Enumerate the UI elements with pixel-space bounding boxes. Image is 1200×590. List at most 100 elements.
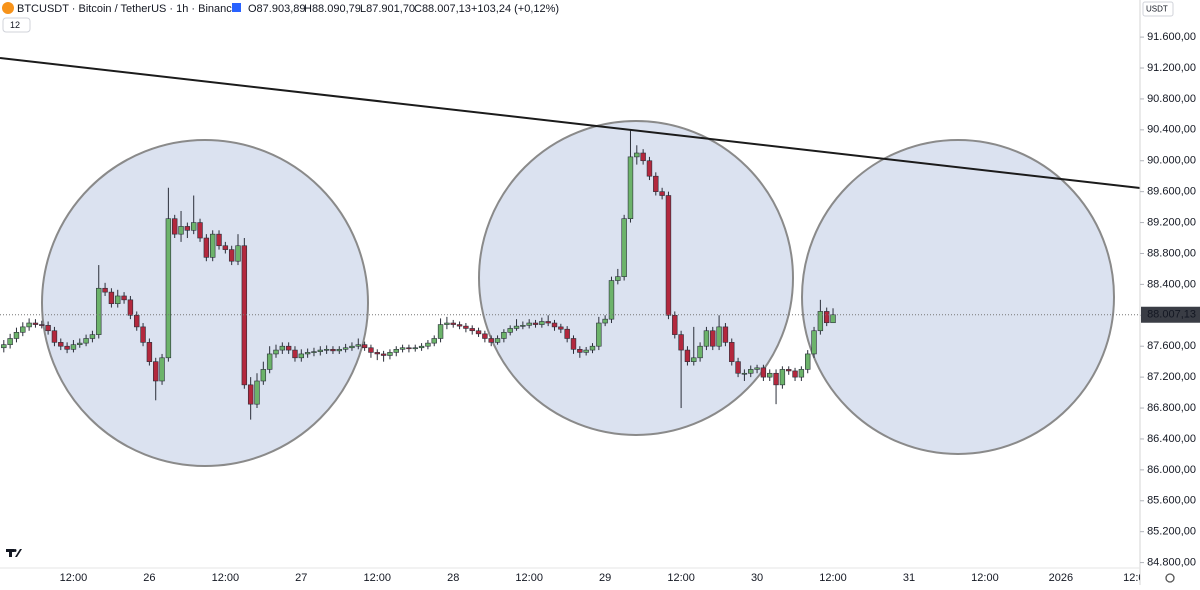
candle-body <box>444 322 450 325</box>
indicator-badge[interactable] <box>2 17 31 33</box>
candle-body <box>463 325 469 329</box>
candle-body <box>191 222 197 231</box>
x-tick-label: 12:00 <box>667 572 695 584</box>
candle-body <box>501 331 507 339</box>
settings-icon[interactable] <box>1165 573 1175 583</box>
candle-body <box>235 245 241 262</box>
ohlc-value: C88.007,13 <box>414 3 471 15</box>
candle-body <box>798 369 805 378</box>
x-tick-label: 27 <box>295 572 307 584</box>
candle-body <box>494 338 501 343</box>
candle-body <box>526 322 532 326</box>
candle-body <box>108 291 115 305</box>
x-tick-label: 12:00 <box>971 572 999 584</box>
candle-body <box>507 328 513 333</box>
candle-body <box>583 349 589 353</box>
candle-body <box>608 280 615 320</box>
candle-body <box>564 328 570 339</box>
candle-body <box>349 345 355 349</box>
candle-body <box>399 347 406 350</box>
candle-body <box>406 347 412 350</box>
drawings <box>41 120 1115 467</box>
candle-body <box>558 326 564 330</box>
symbol-icon <box>2 2 14 14</box>
candle-body <box>716 326 722 347</box>
candle-body <box>83 338 89 344</box>
candle-body <box>659 191 665 196</box>
candle-body <box>342 347 349 350</box>
ohlc-value: H88.090,79 <box>304 3 361 15</box>
candle-body <box>596 322 602 347</box>
last-price-box <box>1141 306 1200 323</box>
currency-label: USDT <box>1146 5 1168 14</box>
candle-body <box>260 369 267 382</box>
candle-body <box>165 218 172 359</box>
candle-body <box>627 156 634 219</box>
candle-body <box>241 245 248 386</box>
candle-body <box>602 318 608 324</box>
y-tick-label: 84.800,00 <box>1147 556 1196 568</box>
candle-body <box>513 325 520 329</box>
candle-body <box>520 325 526 327</box>
candle-body <box>70 344 77 350</box>
candle-body <box>64 345 70 350</box>
candle-body <box>437 324 444 339</box>
chart-title: BTCUSDT · Bitcoin / TetherUS · 1h · Bina… <box>17 3 238 15</box>
candle-body <box>665 195 672 316</box>
candle-body <box>146 342 153 362</box>
y-tick-label: 87.600,00 <box>1147 340 1196 352</box>
candle-body <box>247 384 254 405</box>
candle-body <box>380 353 387 356</box>
candle-body <box>184 226 191 231</box>
highlight-circle <box>41 139 369 467</box>
highlight-circle <box>478 120 794 436</box>
candle-body <box>140 326 146 343</box>
y-tick-label: 87.200,00 <box>1147 371 1196 383</box>
candle-body <box>1 344 7 349</box>
candle-body <box>811 330 817 355</box>
candle-body <box>178 226 184 235</box>
candle-body <box>387 352 393 356</box>
candle-body <box>817 311 824 332</box>
candle-body <box>748 369 754 374</box>
y-tick-label: 89.600,00 <box>1147 186 1196 198</box>
candle-body <box>317 349 323 352</box>
candle-body <box>292 349 298 359</box>
x-tick-label: 12:00 <box>819 572 847 584</box>
candle-body <box>361 344 368 349</box>
candle-body <box>222 245 229 250</box>
exchange-icon <box>232 3 241 12</box>
candle-body <box>311 351 317 353</box>
candle-body <box>279 345 286 351</box>
candle-body <box>26 322 32 328</box>
candle-body <box>589 345 596 351</box>
y-tick-label: 88.800,00 <box>1147 247 1196 259</box>
candle-body <box>285 345 292 351</box>
candle-body <box>469 328 475 332</box>
candle-body <box>640 152 646 162</box>
price-axis <box>1140 0 1200 585</box>
x-tick-label: 12:00 <box>60 572 88 584</box>
candle-body <box>475 330 482 335</box>
candle-body <box>456 324 463 327</box>
candle-body <box>735 361 741 374</box>
candle-body <box>266 353 273 370</box>
candles <box>1 129 836 420</box>
x-tick-label: 26 <box>143 572 155 584</box>
candle-body <box>298 353 305 359</box>
ohlc-value: L87.901,70 <box>360 3 415 15</box>
candle-body <box>418 345 425 349</box>
candle-body <box>792 370 798 378</box>
candle-body <box>96 287 102 335</box>
x-tick-label: 31 <box>903 572 915 584</box>
ohlc-value: +103,24 (+0,12%) <box>471 3 559 15</box>
candle-body <box>45 325 51 332</box>
y-tick-label: 88.400,00 <box>1147 278 1196 290</box>
candle-body <box>273 349 279 355</box>
y-tick-label: 90.400,00 <box>1147 124 1196 136</box>
x-tick-label: 29 <box>599 572 611 584</box>
candle-body <box>431 338 437 344</box>
currency-badge[interactable] <box>1142 1 1174 17</box>
candle-body <box>779 369 786 386</box>
